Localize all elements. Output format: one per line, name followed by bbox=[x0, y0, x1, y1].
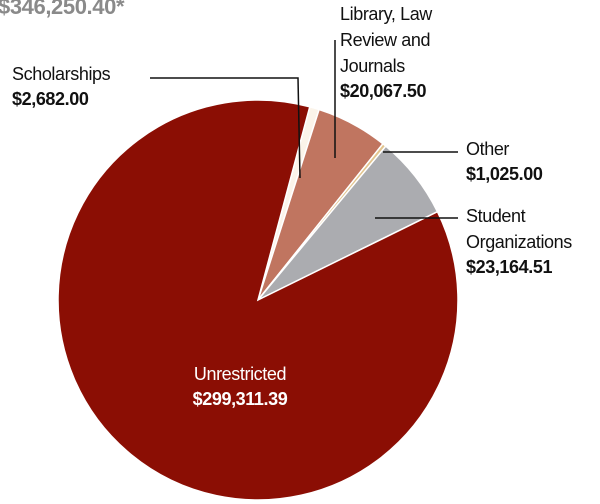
slice-label: Other bbox=[466, 139, 509, 159]
slice-value: $2,682.00 bbox=[12, 89, 89, 109]
chart-title: $346,250.40* bbox=[0, 0, 125, 19]
slice-label: Student Organizations bbox=[466, 206, 572, 252]
slice-value: $20,067.50 bbox=[340, 81, 426, 101]
leader-line bbox=[150, 77, 301, 179]
pie-slice bbox=[57, 99, 459, 501]
slice-label: Scholarships bbox=[12, 64, 111, 84]
slice-value: $23,164.51 bbox=[466, 257, 552, 277]
slice-label: Library, Law Review and Journals bbox=[340, 4, 433, 76]
slice-value: $299,311.39 bbox=[193, 389, 288, 409]
slice-label: Unrestricted bbox=[194, 364, 286, 384]
slice-value: $1,025.00 bbox=[466, 164, 543, 184]
